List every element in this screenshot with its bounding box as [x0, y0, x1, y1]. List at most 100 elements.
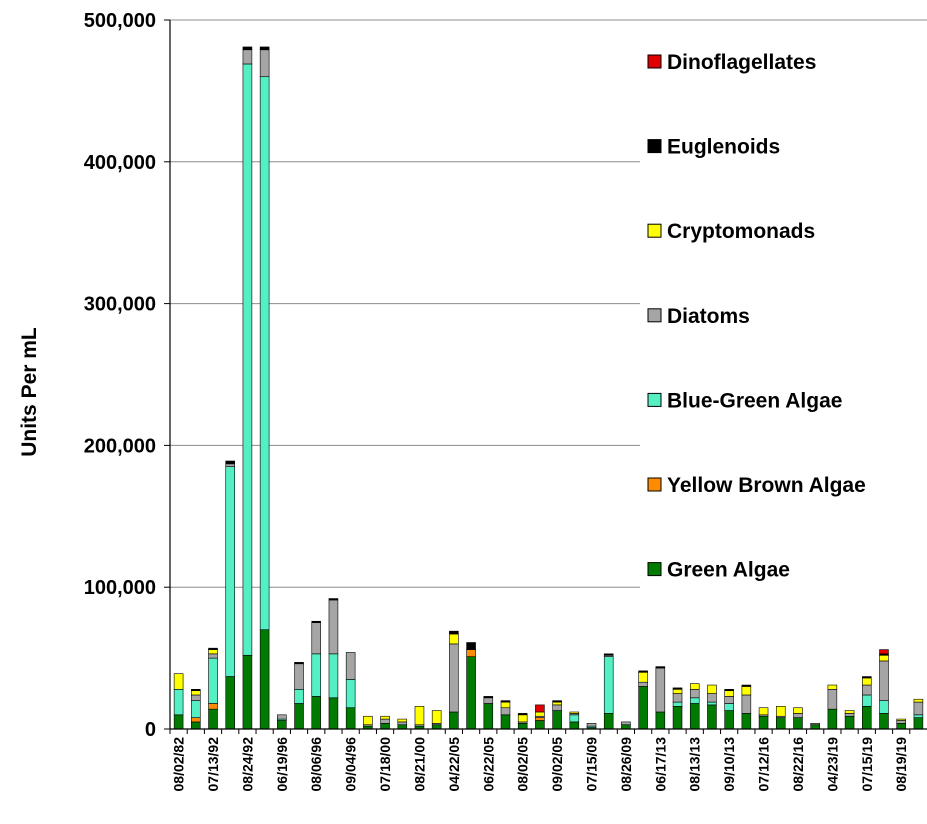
- y-tick-label: 500,000: [84, 10, 156, 32]
- bar-segment-dinoflagellates: [879, 649, 889, 655]
- legend-label: Green Algae: [667, 559, 790, 582]
- bar-stack: [655, 666, 666, 730]
- bar-segment-blue-green-algae: [328, 653, 339, 699]
- x-tick-label: 08/02/82: [171, 737, 187, 792]
- bar-segment-green-algae: [552, 710, 562, 730]
- bar-segment-green-algae: [741, 713, 752, 730]
- bar-stack: [535, 704, 545, 730]
- bar-segment-green-algae: [311, 696, 322, 730]
- bar-stack: [328, 598, 339, 730]
- bar-segment-cryptomonads: [689, 683, 700, 690]
- bar-segment-diatoms: [638, 681, 648, 687]
- bar-stack: [311, 620, 322, 730]
- bar-segment-yellow-brown-algae: [191, 717, 201, 723]
- bar-segment-green-algae: [569, 721, 580, 730]
- y-tick-label: 0: [145, 719, 156, 741]
- x-tick-label: 07/15/09: [584, 737, 600, 792]
- x-tick-label: 06/22/05: [480, 737, 496, 792]
- bar-stack: [879, 649, 889, 730]
- bar-segment-blue-green-algae: [569, 714, 580, 723]
- bar-stack: [259, 46, 270, 730]
- bar-segment-euglenoids: [466, 642, 476, 650]
- x-tick-label: 08/06/96: [308, 737, 324, 792]
- bar-segment-cryptomonads: [707, 684, 717, 694]
- bar-segment-diatoms: [707, 693, 717, 703]
- bar-stack: [810, 723, 820, 730]
- bar-segment-diatoms: [191, 694, 201, 701]
- bar-segment-diatoms: [862, 684, 872, 696]
- bar-segment-green-algae: [277, 720, 287, 730]
- x-tick-label: 04/23/19: [824, 737, 840, 792]
- bar-stack: [913, 698, 924, 730]
- legend-label: Dinoflagellates: [667, 51, 816, 74]
- legend-swatch: [647, 308, 662, 323]
- bar-stack: [741, 684, 752, 730]
- x-tick-label: 08/24/92: [239, 737, 255, 792]
- bar-segment-blue-green-algae: [294, 688, 304, 704]
- bar-segment-blue-green-algae: [191, 700, 201, 718]
- bar-segment-green-algae: [191, 721, 201, 730]
- bar-segment-cryptomonads: [896, 718, 906, 721]
- bar-stack: [827, 684, 838, 730]
- bar-segment-green-algae: [328, 697, 339, 730]
- bar-segment-green-algae: [466, 656, 476, 730]
- bar-stack: [380, 715, 390, 730]
- bar-segment-green-algae: [173, 714, 184, 730]
- legend-swatch: [647, 223, 662, 238]
- bar-segment-euglenoids: [517, 713, 528, 716]
- bar-segment-euglenoids: [724, 688, 734, 692]
- bar-segment-cryptomonads: [827, 684, 838, 690]
- bar-segment-green-algae: [259, 629, 270, 730]
- y-tick-label: 200,000: [84, 435, 156, 457]
- bar-segment-euglenoids: [225, 460, 235, 465]
- bar-stack: [862, 676, 872, 730]
- bar-stack: [586, 723, 597, 730]
- x-tick-label: 04/22/05: [446, 737, 462, 792]
- bar-segment-blue-green-algae: [862, 694, 872, 707]
- bar-segment-cryptomonads: [517, 714, 528, 723]
- x-tick-label: 07/15/19: [859, 737, 875, 792]
- bar-stack: [758, 707, 769, 730]
- bar-segment-cryptomonads: [879, 654, 889, 662]
- bar-segment-diatoms: [380, 718, 390, 724]
- bar-segment-cryptomonads: [500, 701, 511, 709]
- legend-swatch: [647, 477, 662, 492]
- bar-segment-euglenoids: [483, 696, 494, 699]
- bar-segment-blue-green-algae: [603, 656, 614, 714]
- bar-segment-green-algae: [500, 714, 511, 730]
- x-tick-label: 09/02/05: [549, 737, 565, 792]
- bar-stack: [775, 706, 786, 730]
- bar-stack: [483, 696, 494, 730]
- bar-segment-euglenoids: [500, 700, 511, 703]
- bar-stack: [173, 673, 184, 730]
- bar-segment-cryptomonads: [397, 718, 408, 723]
- bar-segment-blue-green-algae: [208, 657, 218, 704]
- bar-segment-dinoflagellates: [535, 704, 545, 713]
- bar-segment-green-algae: [380, 723, 390, 730]
- bar-segment-diatoms: [844, 713, 855, 717]
- bar-segment-diatoms: [225, 463, 235, 467]
- bar-stacks: [173, 46, 924, 730]
- bar-segment-blue-green-algae: [242, 63, 253, 656]
- bar-stack: [793, 707, 803, 730]
- bar-segment-green-algae: [535, 720, 545, 730]
- x-tick-labels: 08/02/82 07/13/92 08/24/92 06/19/96 08/06/96…: [169, 729, 911, 792]
- x-tick-label: 08/21/00: [411, 737, 427, 792]
- bar-stack: [621, 721, 631, 730]
- bar-stack: [449, 630, 459, 730]
- bar-segment-cryptomonads: [672, 688, 683, 694]
- bar-segment-green-algae: [603, 713, 614, 730]
- x-tick-label: 07/12/16: [756, 737, 772, 792]
- bar-segment-cryptomonads: [380, 715, 390, 720]
- bar-segment-diatoms: [741, 694, 752, 714]
- bar-stack: [208, 647, 218, 730]
- bar-stack: [225, 460, 235, 730]
- bar-segment-euglenoids: [672, 687, 683, 690]
- bar-segment-green-algae: [483, 703, 494, 730]
- bar-segment-green-algae: [655, 711, 666, 730]
- y-tick-labels: 0 100,000 200,000 300,000 400,000 500,000: [84, 10, 170, 741]
- legend-label: Diatoms: [667, 305, 750, 328]
- bar-segment-cryptomonads: [431, 710, 442, 724]
- bar-stack: [689, 683, 700, 730]
- x-tick-label: 07/18/00: [377, 737, 393, 792]
